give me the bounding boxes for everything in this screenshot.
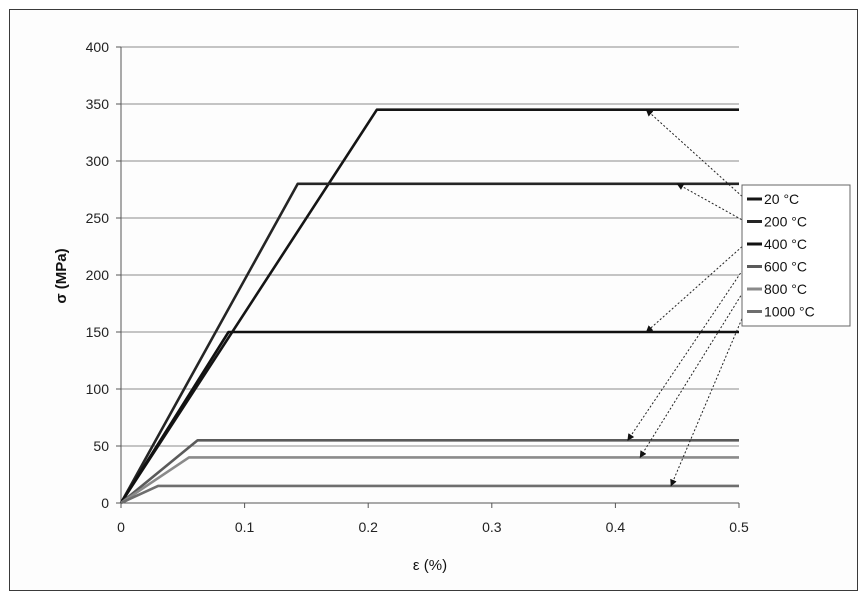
series-line-1: [119, 182, 739, 504]
y-tick-label-50: 50: [93, 438, 109, 454]
series-line-4: [120, 456, 739, 505]
annotation-arrow-0: [645, 109, 746, 200]
axes: 0 50 100 150 200 250 300 350 400 0 0.1 0.2 0.3 0.4 0.5: [86, 39, 749, 535]
annotation-arrow-2: [645, 243, 746, 333]
gridlines: [121, 46, 739, 447]
y-tick-label-250: 250: [86, 210, 110, 226]
y-tick-label-200: 200: [86, 267, 110, 283]
legend-label-2: 400 °C: [764, 236, 807, 252]
y-axis-title: σ (MPa): [53, 248, 70, 303]
y-tick-label-150: 150: [86, 324, 110, 340]
legend-box: [741, 184, 851, 327]
series-group: [119, 108, 739, 505]
annotation-arrow-4: [639, 288, 746, 458]
x-tick-label-0.5: 0.5: [729, 519, 749, 535]
legend-label-4: 800 °C: [764, 281, 807, 297]
y-tick-label-100: 100: [86, 381, 110, 397]
legend-label-1: 200 °C: [764, 214, 807, 230]
y-tick-label-400: 400: [86, 39, 110, 55]
y-tick-label-350: 350: [86, 96, 110, 112]
x-tick-label-0.1: 0.1: [235, 519, 255, 535]
annotation-arrows: [627, 109, 746, 487]
chart-frame: [9, 9, 858, 591]
annotation-arrow-5: [670, 311, 746, 487]
y-tick-label-300: 300: [86, 153, 110, 169]
series-line-5: [120, 484, 739, 505]
legend-label-5: 1000 °C: [764, 304, 815, 320]
x-tick-label-0.2: 0.2: [358, 519, 378, 535]
series-line-0: [119, 108, 739, 504]
x-tick-label-0.4: 0.4: [606, 519, 626, 535]
x-axis-title: ε (%): [413, 557, 447, 574]
x-tick-label-0.3: 0.3: [482, 519, 502, 535]
legend-label-0: 20 °C: [764, 191, 799, 207]
series-line-3: [120, 438, 739, 505]
series-line-2: [119, 330, 739, 504]
legend-label-3: 600 °C: [764, 259, 807, 275]
y-tick-label-0: 0: [101, 495, 109, 511]
legend: 20 °C 200 °C 400 °C 600 °C 800 °C 1000 °C: [741, 184, 851, 327]
annotation-arrow-3: [627, 266, 746, 441]
annotation-arrow-1: [676, 183, 746, 222]
x-tick-label-0: 0: [117, 519, 125, 535]
